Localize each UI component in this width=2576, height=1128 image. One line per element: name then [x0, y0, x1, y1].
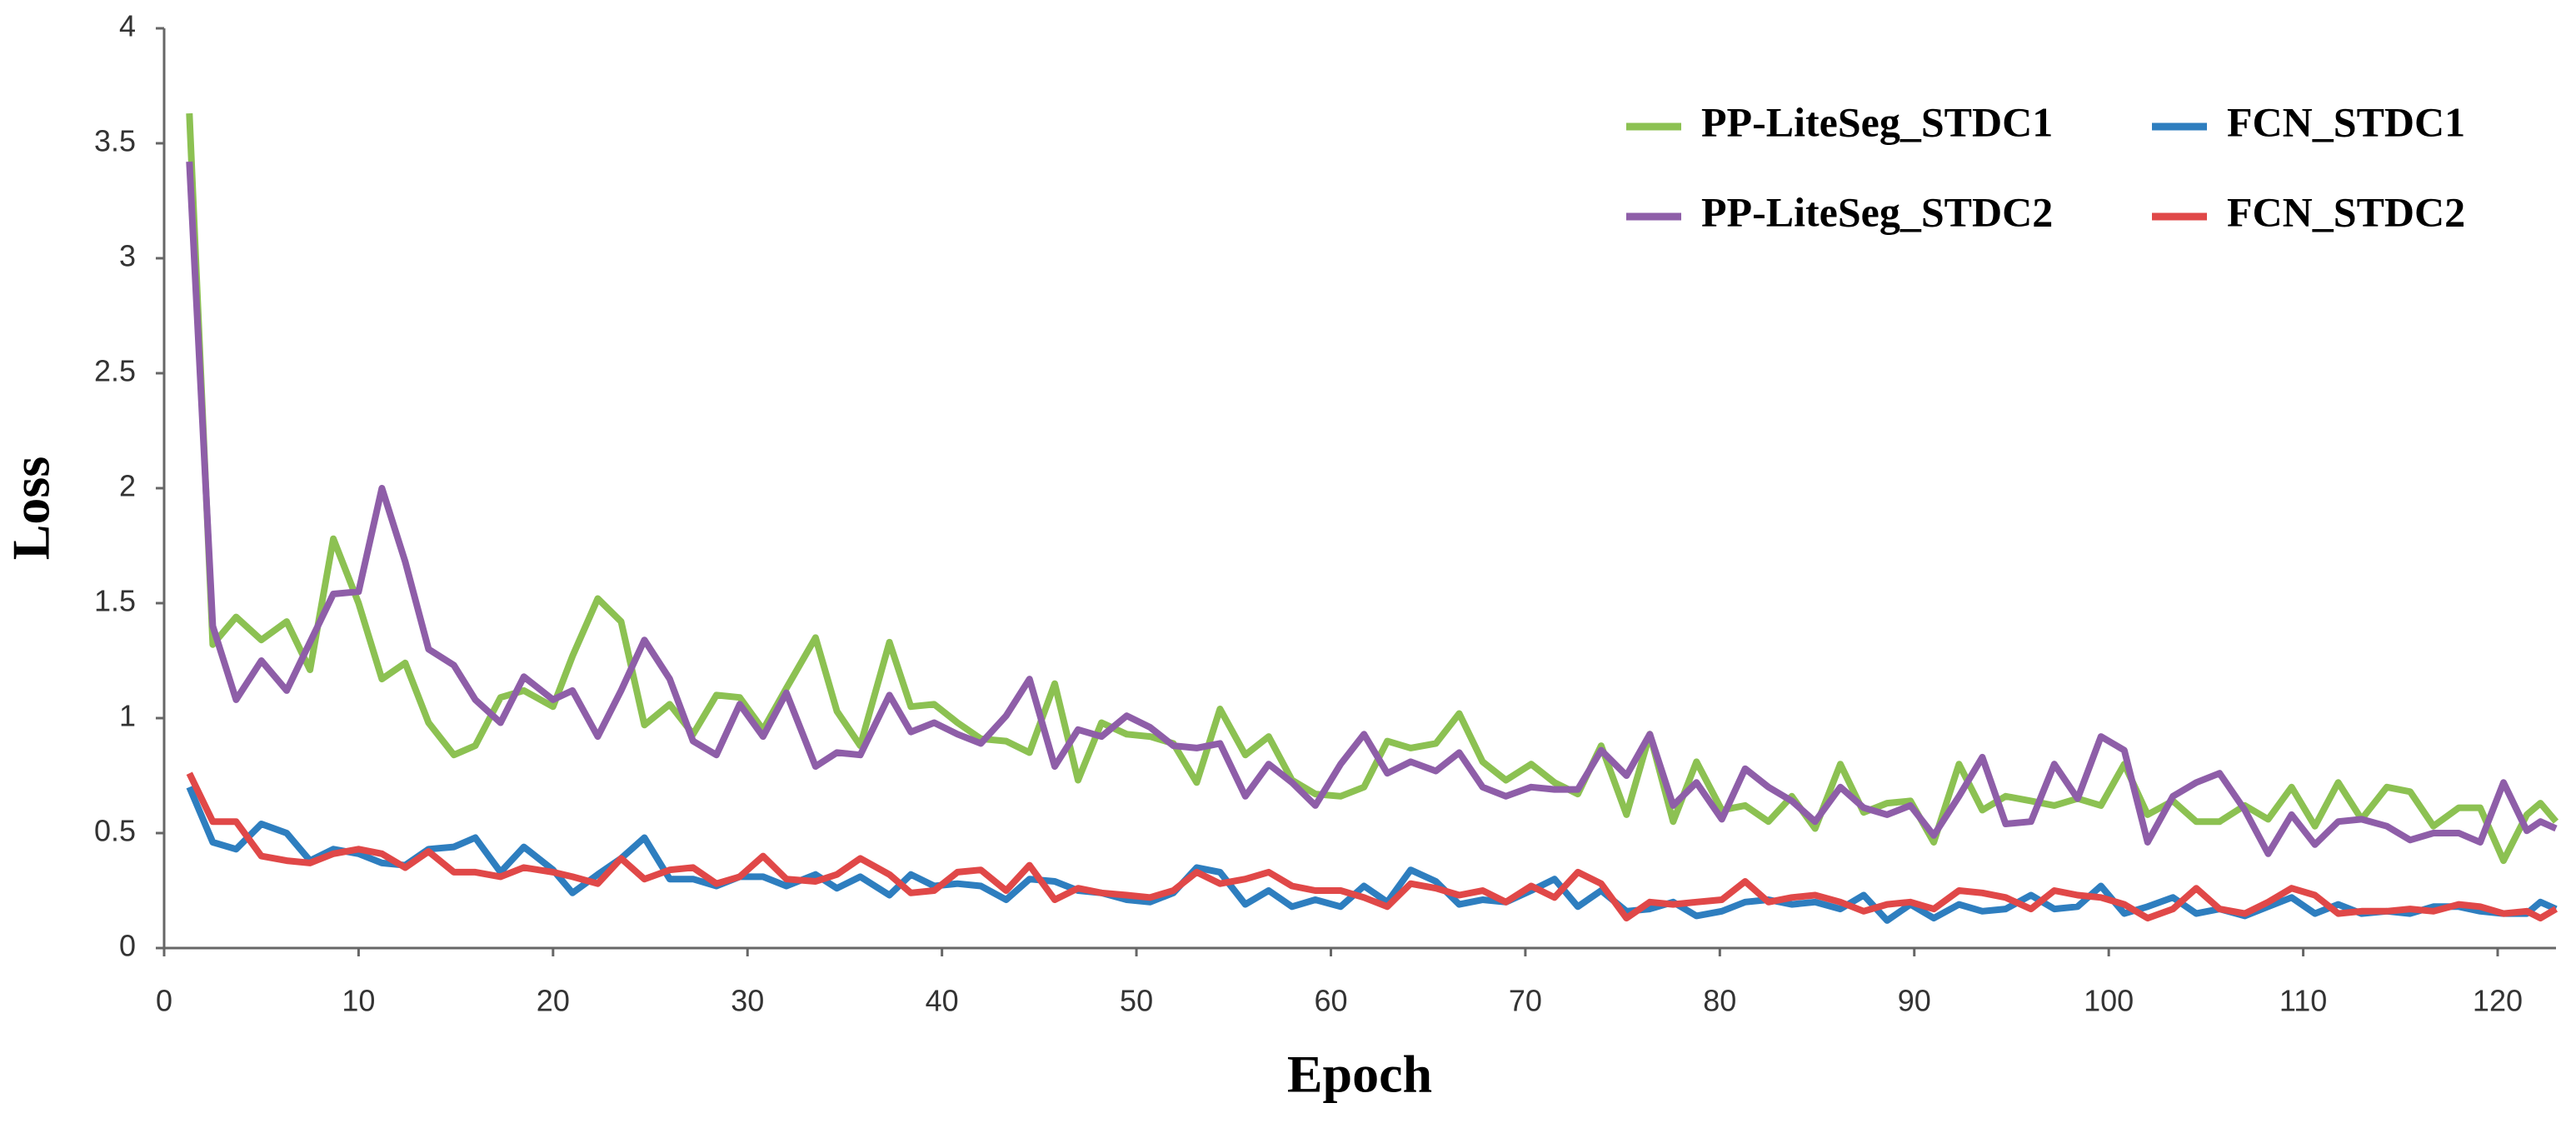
x-tick-label: 90: [1898, 984, 1931, 1018]
y-tick-label: 2: [119, 469, 136, 503]
y-tick-label: 0: [119, 929, 136, 963]
x-axis-title: Epoch: [1287, 1045, 1432, 1104]
y-tick-label: 0.5: [94, 814, 136, 848]
legend-label: FCN_STDC2: [2227, 188, 2465, 235]
x-tick-label: 80: [1703, 984, 1736, 1018]
legend-label: FCN_STDC1: [2227, 98, 2465, 145]
x-tick-label: 0: [156, 984, 172, 1018]
x-tick-label: 20: [537, 984, 570, 1018]
y-tick-label: 1.5: [94, 584, 136, 618]
y-tick-label: 1: [119, 699, 136, 733]
x-tick-label: 110: [2279, 984, 2327, 1018]
series-line: [186, 112, 2559, 865]
series-line: [186, 771, 2559, 922]
y-axis-title: Loss: [2, 457, 61, 561]
x-tick-label: 50: [1120, 984, 1153, 1018]
y-tick-label: 3.5: [94, 124, 136, 158]
x-tick-label: 70: [1509, 984, 1542, 1018]
x-tick-label: 40: [926, 984, 959, 1018]
legend-label: PP-LiteSeg_STDC2: [1701, 188, 2053, 235]
legend-label: PP-LiteSeg_STDC1: [1701, 98, 2053, 145]
x-tick-label: 120: [2473, 984, 2523, 1018]
x-tick-label: 60: [1314, 984, 1347, 1018]
x-tick-label: 10: [342, 984, 375, 1018]
y-tick-label: 2.5: [94, 354, 136, 388]
y-tick-label: 4: [119, 9, 136, 43]
x-tick-label: 30: [731, 984, 764, 1018]
y-tick-label: 3: [119, 239, 136, 273]
x-tick-label: 100: [2084, 984, 2134, 1018]
series-line: [186, 161, 2558, 857]
